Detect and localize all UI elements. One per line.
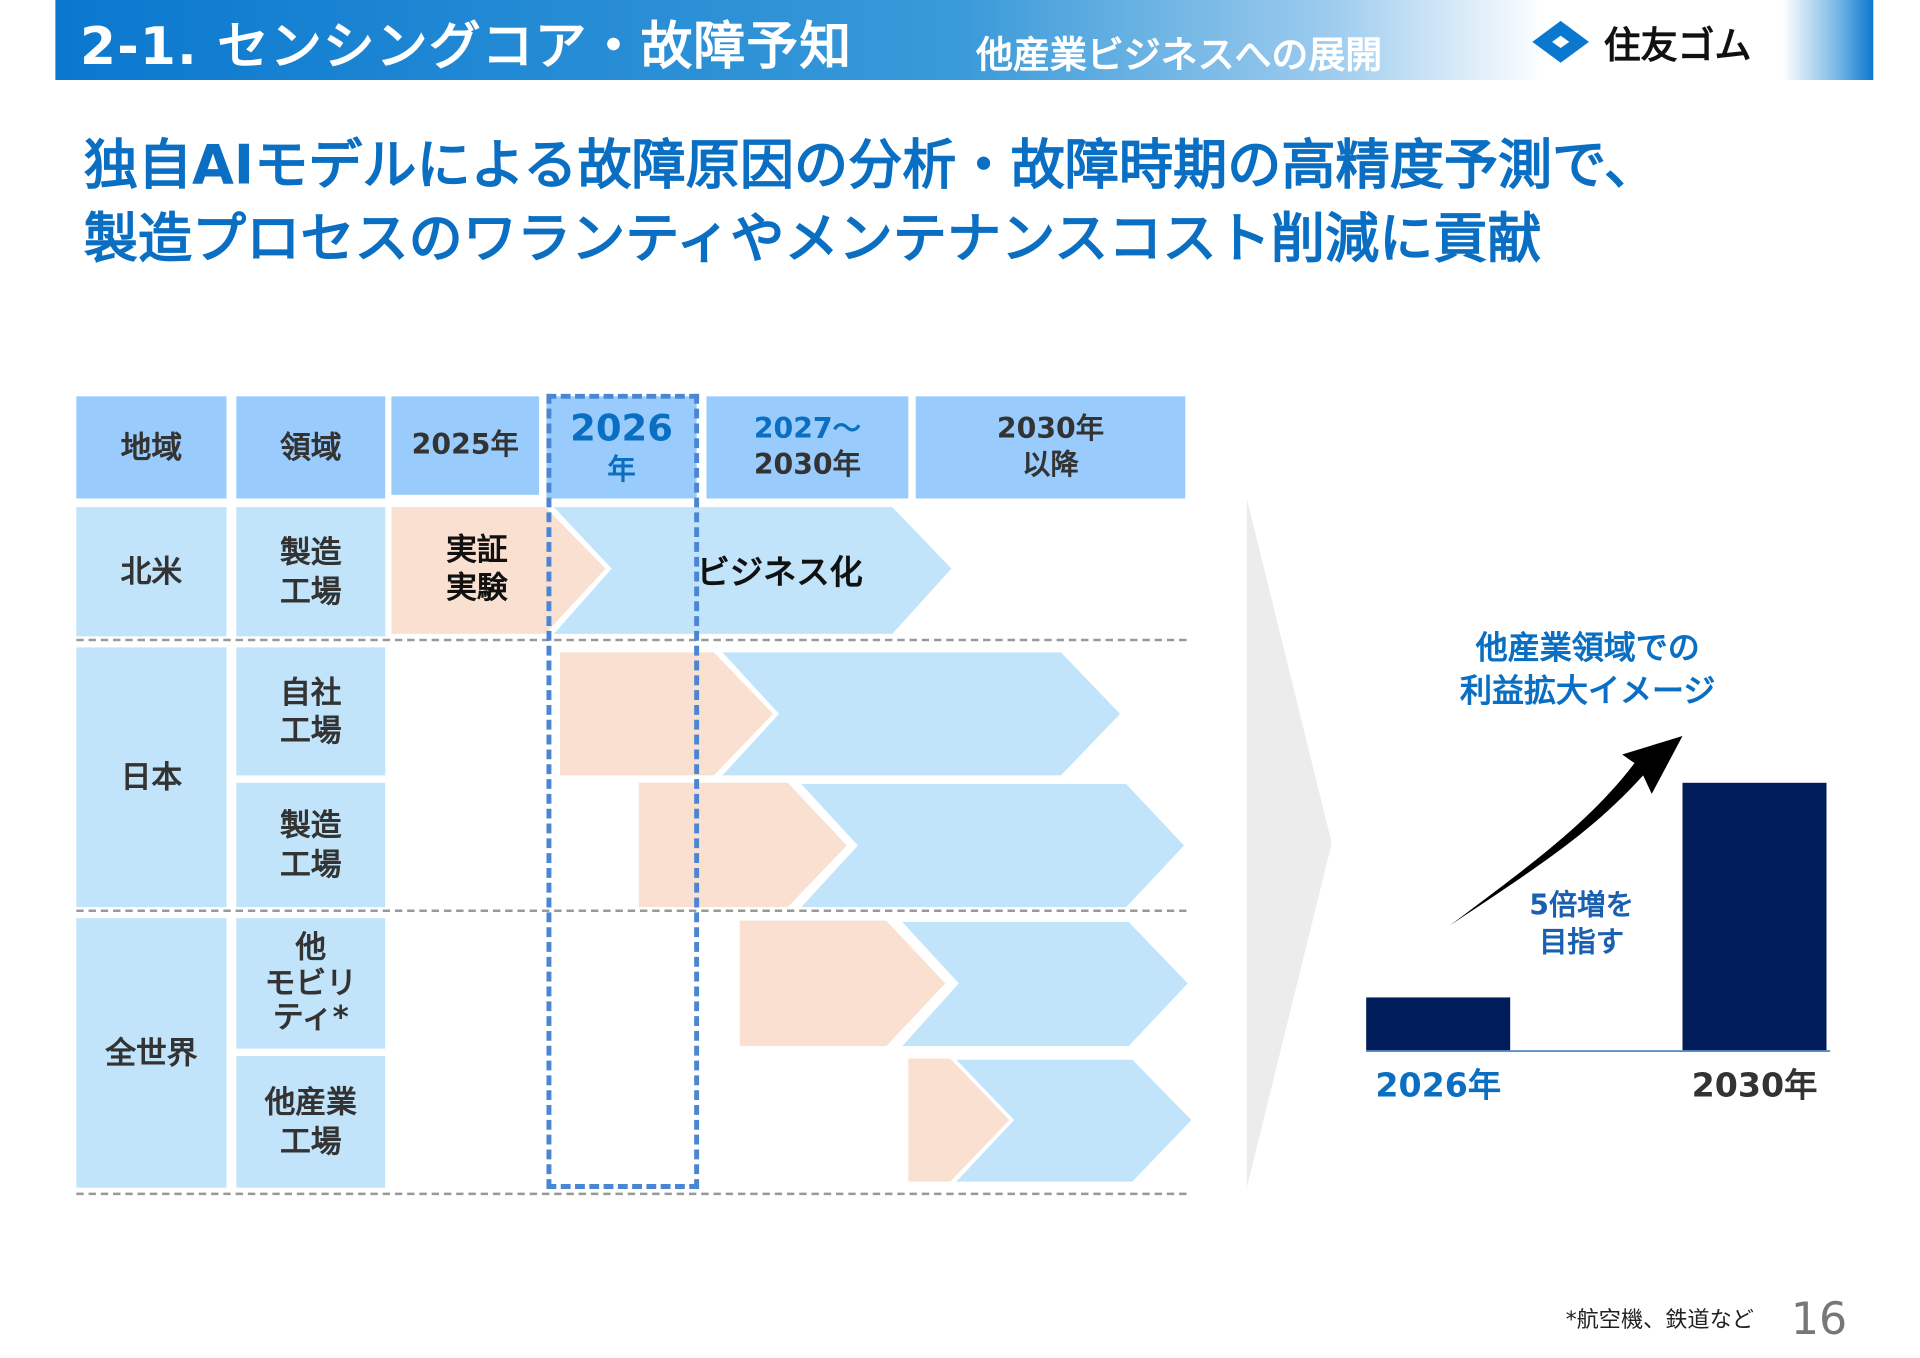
trial-label-line: 実験 [446,569,508,606]
column-header-field: 領域 [236,396,386,499]
trial-chevron [560,652,773,776]
chart-title-line: 他産業領域での [1475,630,1700,668]
column-header-2026: 2026 年 [546,396,697,499]
business-chevron [722,652,1121,776]
logo-mark-icon [1532,20,1589,63]
chart-title-line: 利益拡大イメージ [1460,673,1716,711]
region-north-america: 北米 [76,507,227,637]
business-chevron [956,1059,1192,1182]
column-header-2027-2030: 2027〜 2030年 [706,396,909,499]
column-header-region: 地域 [76,396,227,499]
highlight-2026-box [546,393,700,1189]
headline-line-2: 製造プロセスのワランティやメンテナンスコスト削減に貢献 [83,208,1542,271]
field-label: 工場 [279,846,342,882]
x-tick-label: 2026年 [1375,1067,1502,1106]
trial-chevron [638,782,847,908]
row-divider [76,909,1187,913]
field-label: 工場 [279,712,342,749]
business-chevron [902,921,1188,1047]
growth-annotation: 5倍増を 目指す [1502,889,1662,963]
field-other-mobility: 他モビリ ティ* [236,918,386,1049]
year-2030-label: 2030年 [996,413,1105,446]
page-number: 16 [1790,1294,1848,1346]
field-label: 製造 [279,807,342,844]
field-label: 製造 [279,534,342,571]
onward-label: 以降 [1022,448,1079,481]
trial-chevron [739,920,946,1047]
x-tick-label: 2030年 [1691,1067,1818,1106]
field-label: 自社 [279,674,342,710]
field-na-manufacturing: 製造 工場 [236,507,386,637]
field-other-industry: 他産業 工場 [236,1056,386,1188]
slide-subtitle: 他産業ビジネスへの展開 [976,34,1383,78]
trial-chevron [908,1058,1010,1182]
column-header-2025: 2025年 [391,396,540,495]
column-header-2030-onward: 2030年 以降 [915,396,1186,499]
row-divider [76,1192,1187,1196]
header-bar: 2-1. センシングコア・故障予知 他産業ビジネスへの展開 住友ゴム [55,0,1874,81]
slide-title: 2-1. センシングコア・故障予知 [80,16,853,77]
company-logo: 住友ゴム [1532,15,1751,69]
field-label: 工場 [279,572,342,609]
business-chevron [801,784,1185,908]
footnote: *航空機、鉄道など [1565,1307,1754,1333]
chart-title: 他産業領域での 利益拡大イメージ [1391,628,1785,714]
headline-line-1: 独自AIモデルによる故障原因の分析・故障時期の高精度予測で、 [83,134,1659,197]
year-2026-label: 2026 [570,407,673,451]
year-suffix-label: 年 [607,454,636,487]
field-label: モビリ [264,964,357,1001]
field-jp-manufacturing: 製造 工場 [236,782,386,908]
year-range-end: 2030年 [753,448,861,481]
field-label: ティ* [272,999,349,1036]
bar-2030年 [1682,782,1827,1052]
business-label: ビジネス化 [696,553,863,593]
bar-2026年 [1366,997,1511,1052]
region-global: 全世界 [76,918,227,1188]
growth-arrow-icon [1449,736,1683,926]
field-label: 他 [295,929,327,965]
year-range-start: 2027〜 [753,413,861,446]
trial-label-line: 実証 [446,531,508,568]
transition-arrow [1246,498,1332,1188]
business-chevron [553,507,952,634]
logo-text: 住友ゴム [1603,24,1752,68]
trial-label: 実証 実験 [418,519,535,617]
trial-chevron [391,507,606,634]
field-jp-own-factory: 自社 工場 [236,647,386,776]
field-label: 工場 [279,1123,342,1159]
annotation-line: 目指す [1539,926,1625,959]
annotation-line: 5倍増を [1529,889,1634,922]
field-label: 他産業 [264,1084,357,1121]
row-divider [76,638,1187,642]
region-japan: 日本 [76,647,227,908]
